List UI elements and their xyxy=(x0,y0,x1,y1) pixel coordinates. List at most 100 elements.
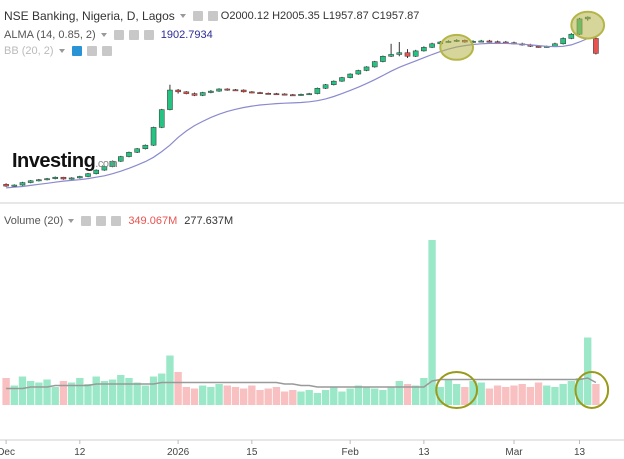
bb-visibility-icon[interactable] xyxy=(71,46,82,56)
volume-bar xyxy=(117,375,125,405)
investing-logo: Investing.com xyxy=(12,150,118,173)
candle-body xyxy=(281,93,288,96)
close-value: C1957.87 xyxy=(371,10,420,22)
alma-legend: ALMA (14, 0.85, 2) 1902.7934 xyxy=(4,29,213,41)
volume-bar xyxy=(543,385,551,405)
volume-bar xyxy=(371,388,379,405)
x-tick-label: 13 xyxy=(418,447,430,458)
candle-body xyxy=(117,156,124,162)
volume-bar xyxy=(469,381,477,405)
candle-body xyxy=(142,144,149,149)
volume-bar xyxy=(215,384,223,405)
bb-legend: BB (20, 2) xyxy=(4,45,112,57)
volume-bar xyxy=(477,382,485,405)
candle-body xyxy=(347,73,353,78)
candle-body xyxy=(240,89,247,93)
volume-bar xyxy=(379,390,387,405)
volume-bar xyxy=(387,387,395,405)
alma-label: ALMA (14, 0.85, 2) xyxy=(4,29,96,41)
bb-settings-icon[interactable] xyxy=(86,46,97,56)
volume-bar xyxy=(436,387,444,405)
candle-body xyxy=(355,70,362,75)
candle-body xyxy=(396,52,403,55)
volume-bar xyxy=(264,388,272,405)
candle-body xyxy=(175,89,181,93)
volume-dropdown-icon[interactable] xyxy=(68,219,75,223)
volume-bar xyxy=(231,387,240,405)
volume-bar xyxy=(223,385,231,405)
candle-body xyxy=(85,173,91,177)
volume-value: 349.067M xyxy=(128,215,178,227)
volume-bar xyxy=(534,382,543,405)
candle-body xyxy=(486,40,493,43)
x-tick-label: Dec xyxy=(0,447,15,458)
candle-body xyxy=(593,38,599,54)
volume-bar xyxy=(239,388,248,405)
visibility-icon[interactable] xyxy=(192,11,203,21)
candle-body xyxy=(535,46,542,48)
settings-icon[interactable] xyxy=(207,11,218,21)
candle-body xyxy=(60,176,67,180)
candle-body xyxy=(249,91,255,94)
candle-body xyxy=(552,43,558,47)
volume-bar xyxy=(149,376,158,405)
candle-body xyxy=(3,184,9,187)
candle-body xyxy=(306,93,312,96)
x-tick-label: Mar xyxy=(505,447,523,458)
volume-bar xyxy=(43,379,51,405)
candle-body xyxy=(429,43,435,48)
candle-body xyxy=(19,182,26,186)
symbol-dropdown-icon[interactable] xyxy=(179,14,186,18)
volume-settings-icon[interactable] xyxy=(96,216,107,226)
candle-body xyxy=(298,94,304,96)
candle-body xyxy=(421,47,427,52)
candle-body xyxy=(380,56,386,62)
candle-body xyxy=(568,33,575,39)
alma-line xyxy=(6,37,588,189)
bb-dropdown-icon[interactable] xyxy=(58,49,65,53)
volume-bar xyxy=(485,388,494,405)
bb-close-icon[interactable] xyxy=(101,46,112,56)
candle-body xyxy=(101,166,108,171)
volume-bar xyxy=(35,382,43,405)
alma-dropdown-icon[interactable] xyxy=(100,33,107,37)
candle-body xyxy=(27,180,34,183)
volume-bar xyxy=(592,384,600,405)
candle-body xyxy=(232,89,239,92)
candle-body xyxy=(183,91,190,94)
x-tick-label: 12 xyxy=(74,447,86,458)
volume-visibility-icon[interactable] xyxy=(81,216,92,226)
candle-body xyxy=(265,93,272,95)
volume-bar xyxy=(444,379,453,405)
candle-body xyxy=(134,148,140,153)
volume-bar xyxy=(166,355,174,405)
volume-bar xyxy=(190,388,199,405)
volume-bar xyxy=(199,385,207,405)
x-tick-label: Feb xyxy=(342,447,360,458)
candle-body xyxy=(77,176,83,179)
volume-bar xyxy=(2,378,10,405)
volume-bar xyxy=(510,385,518,405)
open-value: O2000.12 xyxy=(220,10,270,22)
volume-bar xyxy=(272,387,281,405)
alma-visibility-icon[interactable] xyxy=(113,30,124,40)
volume-bar xyxy=(411,385,420,405)
candle-body xyxy=(339,77,345,82)
volume-bar xyxy=(567,381,576,405)
alma-close-icon[interactable] xyxy=(143,30,154,40)
volume-close-icon[interactable] xyxy=(111,216,122,226)
volume-bar xyxy=(182,387,191,405)
volume-bar xyxy=(338,391,346,405)
volume-bar xyxy=(248,385,256,405)
candle-body xyxy=(199,92,206,96)
candle-body xyxy=(44,178,50,181)
candle-body xyxy=(494,41,501,44)
candle-body xyxy=(126,152,132,157)
candle-body xyxy=(314,88,321,94)
candle-body xyxy=(257,92,263,94)
volume-bar xyxy=(141,385,150,405)
alma-settings-icon[interactable] xyxy=(128,30,139,40)
volume-bar xyxy=(575,378,584,405)
